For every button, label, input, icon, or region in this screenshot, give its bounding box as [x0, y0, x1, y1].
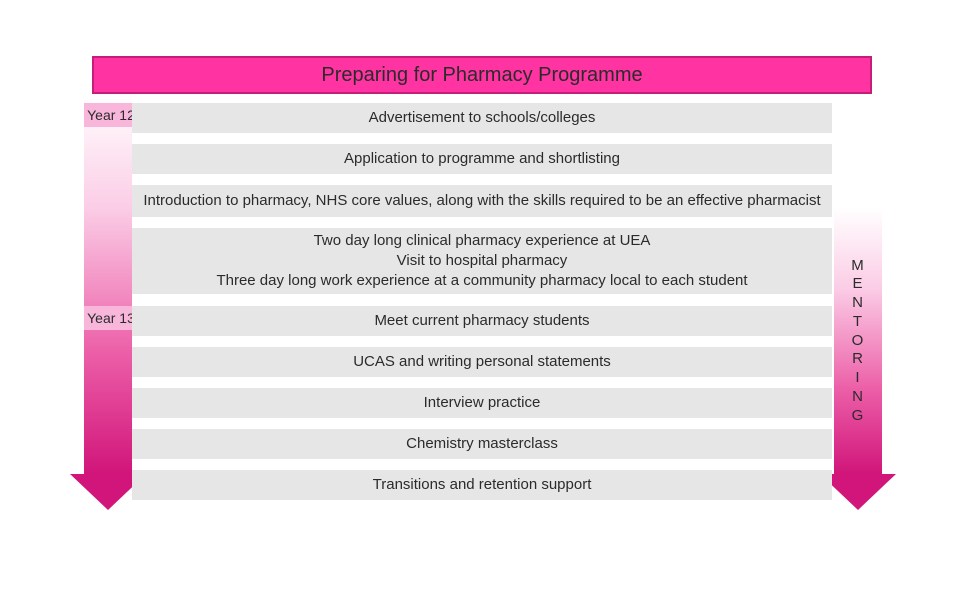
mentoring-letter: O [852, 332, 865, 351]
mentoring-letter: I [855, 369, 860, 388]
step-line: Two day long clinical pharmacy experienc… [314, 231, 651, 251]
step-transitions: Transitions and retention support [132, 470, 832, 500]
step-introduction: Introduction to pharmacy, NHS core value… [132, 185, 832, 217]
step-line: Interview practice [424, 393, 541, 413]
mentoring-letter: G [852, 407, 865, 426]
mentoring-letter: E [852, 275, 863, 294]
mentoring-letter: T [853, 313, 863, 332]
programme-title-text: Preparing for Pharmacy Programme [321, 64, 642, 87]
step-chemistry: Chemistry masterclass [132, 429, 832, 459]
step-experience: Two day long clinical pharmacy experienc… [132, 228, 832, 294]
mentoring-letter: M [851, 257, 865, 276]
diagram-canvas: Preparing for Pharmacy Programme Year 12… [0, 0, 960, 612]
year-12-label: Year 12 [84, 103, 138, 127]
step-ucas: UCAS and writing personal statements [132, 347, 832, 377]
year-13-label: Year 13 [84, 306, 138, 330]
mentoring-letter: N [852, 388, 864, 407]
step-interview: Interview practice [132, 388, 832, 418]
year-12-text: Year 12 [87, 107, 135, 123]
step-line: Chemistry masterclass [406, 434, 558, 454]
step-line: Three day long work experience at a comm… [216, 271, 747, 291]
step-advertisement: Advertisement to schools/colleges [132, 103, 832, 133]
step-line: Introduction to pharmacy, NHS core value… [143, 191, 820, 211]
mentoring-letter: N [852, 294, 864, 313]
year-13-text: Year 13 [87, 310, 135, 326]
step-line: Advertisement to schools/colleges [369, 108, 596, 128]
step-line: Visit to hospital pharmacy [397, 251, 568, 271]
step-application: Application to programme and shortlistin… [132, 144, 832, 174]
step-line: UCAS and writing personal statements [353, 352, 611, 372]
step-meet-students: Meet current pharmacy students [132, 306, 832, 336]
timeline-arrow-left-shaft [84, 94, 132, 474]
step-line: Transitions and retention support [373, 475, 592, 495]
mentoring-label: MENTORING [846, 248, 870, 434]
step-line: Meet current pharmacy students [374, 311, 589, 331]
step-line: Application to programme and shortlistin… [344, 149, 620, 169]
mentoring-letter: R [852, 350, 864, 369]
programme-title-bar: Preparing for Pharmacy Programme [92, 56, 872, 94]
